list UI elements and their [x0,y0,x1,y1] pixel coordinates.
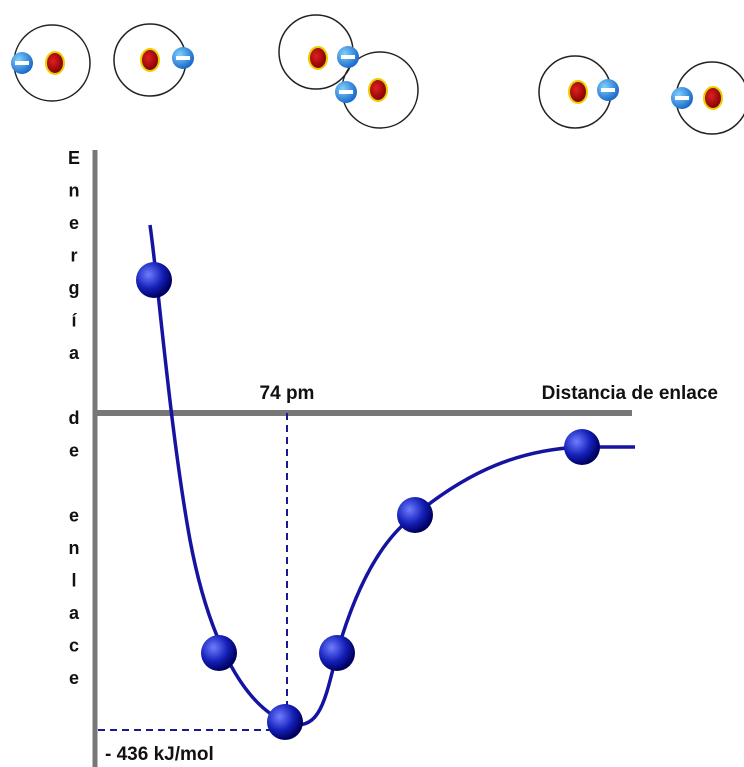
energy-curve [148,224,635,727]
bond-length: 74 pm [260,383,315,404]
points [136,262,600,740]
y-axis-label: Energía de enlace [64,148,84,701]
x-axis-label: Distancia de enlace [542,383,718,404]
atoms [13,14,744,135]
bond-energy: - 436 kJ/mol [105,744,214,765]
